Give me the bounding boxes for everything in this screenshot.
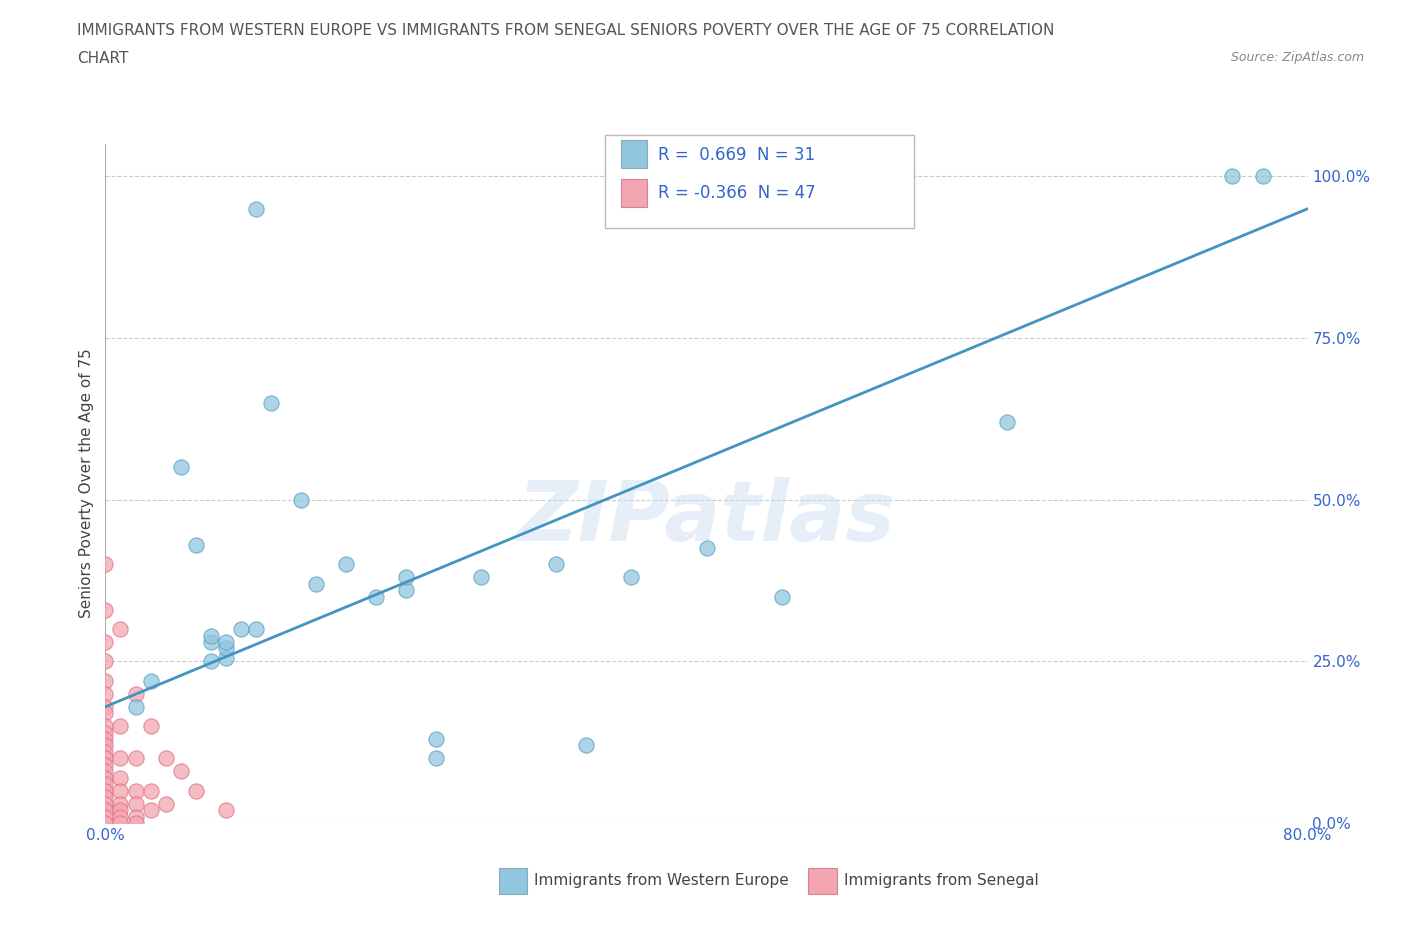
Text: IMMIGRANTS FROM WESTERN EUROPE VS IMMIGRANTS FROM SENEGAL SENIORS POVERTY OVER T: IMMIGRANTS FROM WESTERN EUROPE VS IMMIGR… <box>77 23 1054 38</box>
Point <box>94 757 117 772</box>
Point <box>1251 169 1274 184</box>
Point <box>94 706 117 721</box>
Point <box>124 816 146 830</box>
Point <box>546 557 568 572</box>
Text: R = -0.366  N = 47: R = -0.366 N = 47 <box>658 184 815 203</box>
Point <box>200 654 222 669</box>
Point <box>94 738 117 753</box>
Point <box>395 583 418 598</box>
Text: R =  0.669  N = 31: R = 0.669 N = 31 <box>658 146 815 165</box>
Point <box>395 570 418 585</box>
Text: Source: ZipAtlas.com: Source: ZipAtlas.com <box>1230 51 1364 64</box>
Point <box>214 803 236 817</box>
Point <box>124 699 146 714</box>
Point <box>260 395 283 410</box>
Point <box>214 641 236 656</box>
Point <box>169 764 191 778</box>
Point <box>305 577 328 591</box>
Text: Immigrants from Western Europe: Immigrants from Western Europe <box>534 873 789 888</box>
Point <box>110 719 132 734</box>
Point <box>200 628 222 643</box>
Point <box>94 557 117 572</box>
Point <box>184 538 207 552</box>
Point <box>94 783 117 798</box>
Point <box>94 796 117 811</box>
Point <box>94 764 117 778</box>
Point <box>110 803 132 817</box>
Point <box>110 770 132 785</box>
Point <box>124 751 146 765</box>
Point <box>110 809 132 824</box>
Point <box>770 590 793 604</box>
Point <box>620 570 643 585</box>
Point <box>94 809 117 824</box>
Point <box>94 603 117 618</box>
Point <box>94 719 117 734</box>
Point <box>364 590 387 604</box>
Point <box>155 796 177 811</box>
Text: Immigrants from Senegal: Immigrants from Senegal <box>844 873 1039 888</box>
Point <box>124 783 146 798</box>
Point <box>139 783 162 798</box>
Point <box>184 783 207 798</box>
Point <box>94 673 117 688</box>
Point <box>335 557 357 572</box>
Point <box>94 634 117 649</box>
Point <box>110 796 132 811</box>
Point <box>94 732 117 747</box>
Point <box>110 783 132 798</box>
Point <box>110 621 132 636</box>
Point <box>94 790 117 804</box>
Point <box>139 673 162 688</box>
Point <box>94 751 117 765</box>
Point <box>139 803 162 817</box>
Point <box>425 732 447 747</box>
Point <box>94 803 117 817</box>
Point <box>139 719 162 734</box>
Y-axis label: Seniors Poverty Over the Age of 75: Seniors Poverty Over the Age of 75 <box>79 349 94 618</box>
Text: ZIPatlas: ZIPatlas <box>517 477 896 558</box>
Point <box>245 202 267 217</box>
Point <box>169 460 191 475</box>
Point <box>94 686 117 701</box>
Point <box>94 725 117 740</box>
Point <box>214 651 236 666</box>
Text: CHART: CHART <box>77 51 129 66</box>
Point <box>94 777 117 791</box>
Point <box>995 415 1018 430</box>
Point <box>94 770 117 785</box>
Point <box>124 796 146 811</box>
Point <box>575 738 598 753</box>
Point <box>155 751 177 765</box>
Point <box>470 570 492 585</box>
Point <box>245 621 267 636</box>
Point <box>229 621 252 636</box>
Point <box>290 492 312 507</box>
Point <box>110 751 132 765</box>
Point <box>200 634 222 649</box>
Point <box>425 751 447 765</box>
Point <box>94 699 117 714</box>
Point <box>124 809 146 824</box>
Point <box>94 745 117 760</box>
Point <box>94 816 117 830</box>
Point <box>110 816 132 830</box>
Point <box>214 634 236 649</box>
Point <box>696 541 718 556</box>
Point <box>94 654 117 669</box>
Point <box>124 686 146 701</box>
Point <box>1222 169 1244 184</box>
